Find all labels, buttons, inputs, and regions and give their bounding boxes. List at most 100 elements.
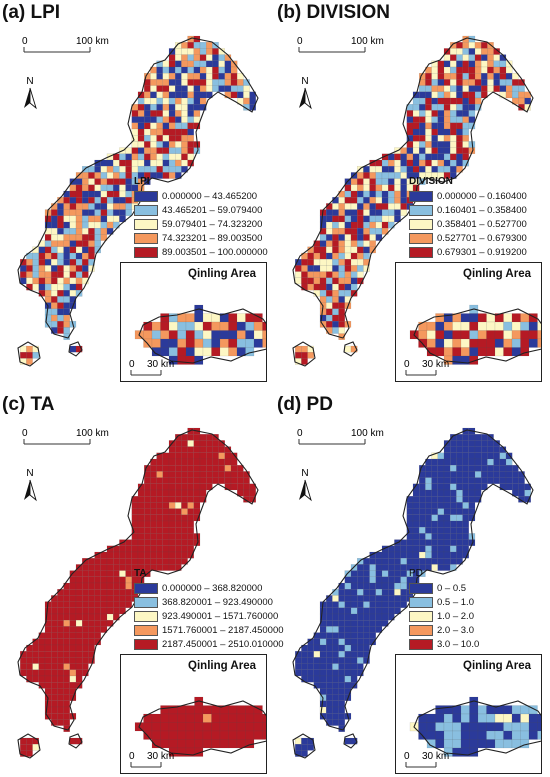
grid-cell — [338, 215, 345, 223]
grid-cell — [344, 240, 352, 247]
grid-cell — [357, 576, 364, 584]
grid-cell — [493, 73, 500, 80]
grid-cell — [338, 252, 345, 260]
grid-cell — [44, 669, 52, 677]
grid-cell — [88, 246, 95, 254]
grid-cell — [381, 620, 389, 627]
grid-cell — [518, 496, 525, 503]
grid-cell — [63, 234, 70, 241]
grid-cell — [412, 514, 420, 522]
grid-cell — [437, 458, 445, 466]
inset-grid-cell — [185, 347, 195, 357]
inset-grid-cell — [168, 321, 178, 331]
grid-cell — [26, 358, 33, 365]
grid-cell — [175, 514, 182, 522]
grid-cell — [94, 234, 101, 241]
grid-cell — [156, 85, 163, 92]
grid-cell — [474, 60, 482, 68]
grid-cell — [137, 153, 145, 161]
grid-cell — [381, 228, 389, 235]
inset-grid-cell — [211, 739, 221, 749]
grid-cell — [326, 209, 333, 216]
grid-cell — [375, 620, 383, 627]
grid-cell — [338, 321, 345, 328]
legend-swatch — [134, 582, 158, 594]
grid-cell — [206, 465, 213, 472]
legend: TA 0.000000 – 368.820000 368.820001 – 923.… — [134, 568, 284, 651]
grid-cell — [350, 651, 358, 658]
grid-cell — [131, 110, 139, 117]
grid-cell — [51, 669, 58, 677]
grid-cell — [381, 184, 389, 192]
grid-cell — [20, 271, 27, 278]
north-arrow-icon — [299, 479, 312, 502]
grid-cell — [468, 440, 476, 447]
grid-cell — [369, 166, 376, 173]
grid-cell — [193, 97, 201, 105]
grid-cell — [363, 638, 370, 646]
grid-cell — [394, 209, 401, 216]
grid-cell — [75, 589, 83, 596]
grid-cell — [137, 110, 145, 117]
grid-cell — [344, 682, 352, 689]
grid-cell — [313, 252, 321, 260]
grid-cell — [437, 545, 445, 553]
grid-cell — [168, 60, 176, 68]
grid-cell — [144, 489, 151, 497]
grid-cell — [75, 197, 83, 204]
grid-cell — [412, 558, 420, 565]
grid-cell — [63, 265, 70, 272]
inset-grid-cell — [511, 705, 521, 715]
grid-cell — [326, 601, 333, 608]
grid-cell — [175, 489, 182, 497]
inset-grid-cell — [160, 330, 170, 340]
grid-cell — [137, 135, 145, 142]
grid-cell — [175, 539, 182, 546]
grid-cell — [425, 73, 432, 80]
inset-outline — [138, 700, 266, 756]
grid-cell — [313, 271, 321, 278]
grid-cell — [199, 79, 207, 86]
grid-cell — [474, 42, 482, 49]
grid-cell — [307, 265, 314, 272]
grid-cell — [319, 215, 327, 223]
inset-grid-cell — [452, 355, 462, 365]
grid-cell — [168, 545, 176, 553]
grid-cell — [150, 489, 157, 497]
grid-cell — [57, 669, 64, 677]
grid-cell — [125, 166, 132, 173]
grid-cell — [363, 184, 370, 192]
grid-cell — [344, 283, 352, 291]
grid-cell — [462, 42, 469, 49]
grid-cell — [493, 477, 500, 484]
inset-grid-cell — [245, 330, 255, 340]
grid-cell — [82, 178, 89, 185]
legend-item: 0.160401 – 0.358400 — [409, 203, 527, 217]
grid-cell — [218, 452, 225, 460]
grid-cell — [375, 551, 383, 559]
grid-cell — [26, 352, 33, 359]
grid-cell — [425, 110, 432, 117]
inset-grid-cell — [160, 313, 170, 323]
grid-cell — [332, 657, 339, 664]
grid-cell — [357, 197, 364, 204]
grid-cell — [431, 116, 438, 123]
grid-cell — [462, 135, 469, 142]
grid-cell — [505, 79, 513, 86]
grid-cell — [51, 290, 58, 297]
grid-cell — [44, 271, 52, 278]
grid-cell — [524, 97, 531, 105]
grid-cell — [125, 159, 132, 167]
grid-cell — [32, 663, 39, 670]
grid-cell — [63, 651, 70, 658]
grid-cell — [131, 551, 139, 559]
grid-cell — [375, 607, 383, 615]
grid-cell — [474, 79, 482, 86]
grid-cell — [375, 558, 383, 565]
grid-cell — [369, 589, 376, 596]
inset-grid-cell — [528, 321, 538, 331]
grid-cell — [338, 632, 345, 639]
grid-cell — [332, 228, 339, 235]
scale-bar-main-end-label: 100 km — [76, 428, 109, 439]
grid-cell — [75, 657, 83, 664]
